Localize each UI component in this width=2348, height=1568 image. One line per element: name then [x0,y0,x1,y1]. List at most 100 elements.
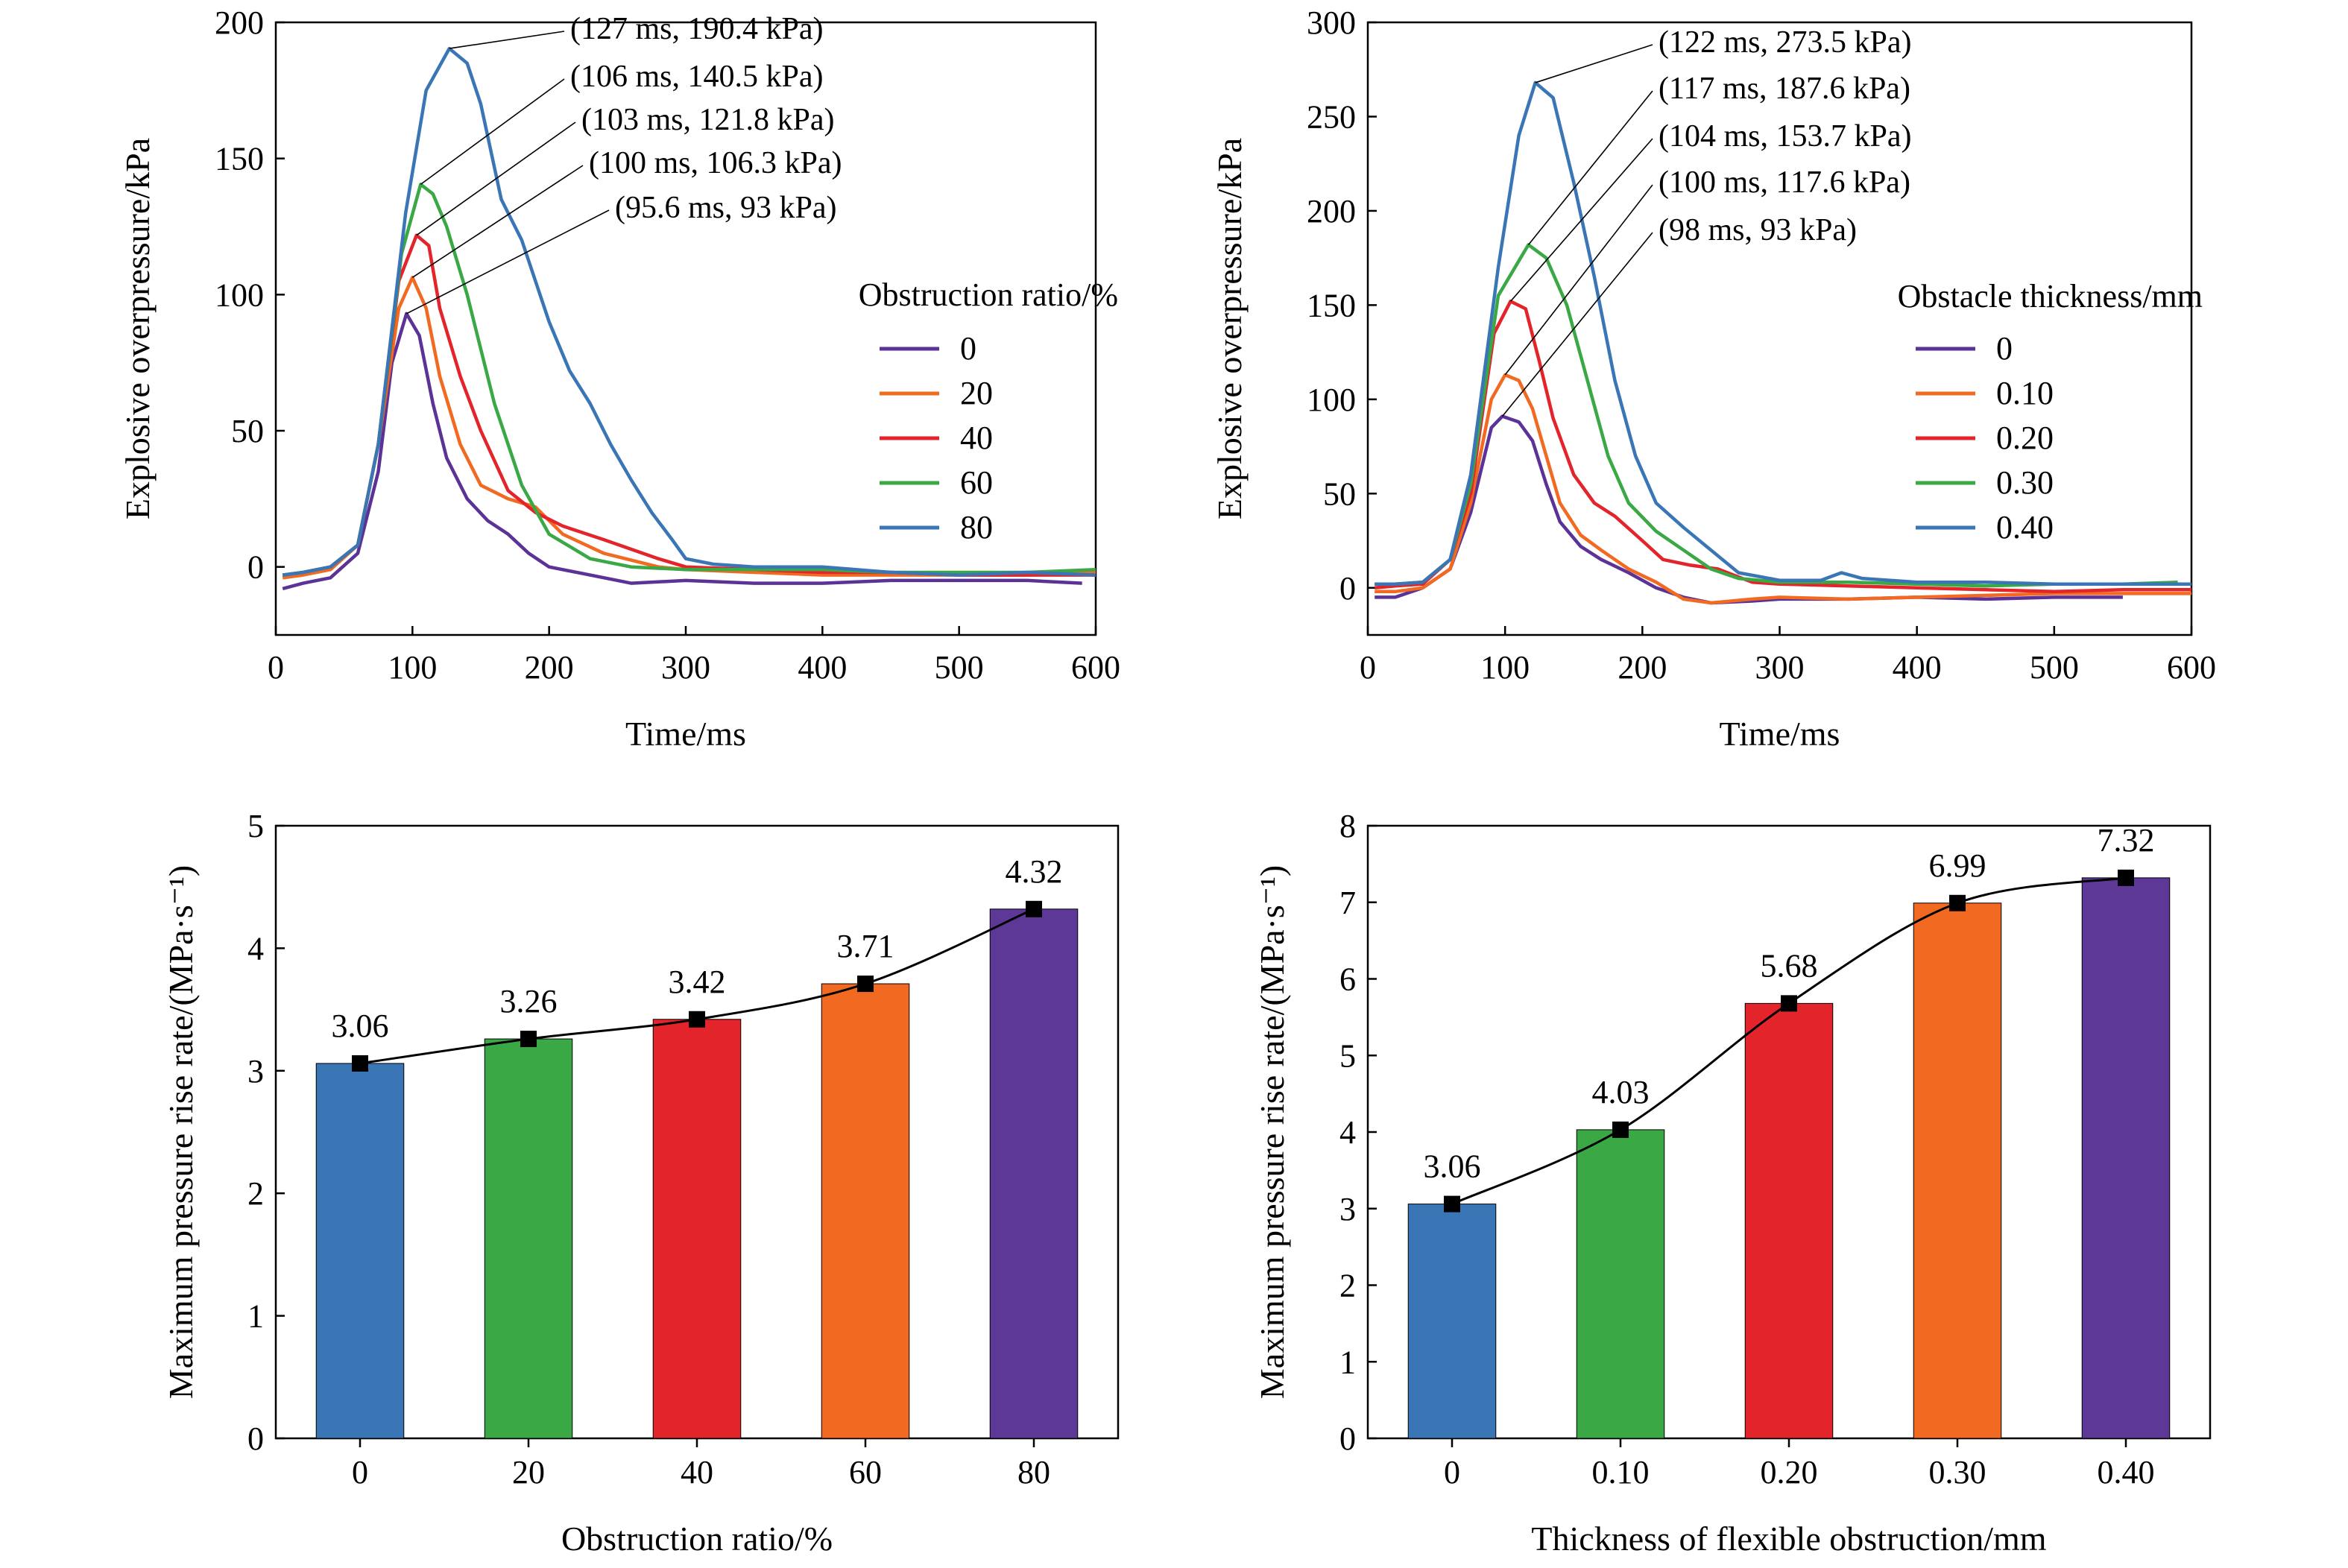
bar-value-label: 3.06 [1424,1148,1481,1185]
trend-marker [689,1011,705,1028]
bar-0.30 [1913,902,2002,1439]
x-tick-label: 0.30 [1929,1454,1986,1490]
y-tick-label: 1 [247,1298,264,1335]
x-tick-label: 20 [512,1454,545,1490]
annotation-leader [449,31,565,49]
y-tick-label: 0 [1339,570,1356,607]
y-tick-label: 4 [247,930,264,967]
legend-label: 0.40 [1996,509,2054,546]
y-tick-label: 200 [1307,193,1356,230]
annotation-label: (127 ms, 190.4 kPa) [570,12,824,46]
y-tick-label: 150 [1307,287,1356,323]
x-tick-label: 0 [1444,1454,1460,1490]
bar-value-label: 3.42 [669,964,726,1000]
trend-marker [520,1031,537,1048]
bar-0 [1407,1204,1497,1439]
series-line-0 [282,312,1082,591]
bar-value-label: 5.68 [1761,947,1818,984]
x-tick-label: 0.40 [2098,1454,2155,1490]
y-tick-label: 5 [1339,1037,1356,1074]
y-tick-label: 7 [1339,885,1356,921]
x-axis-label: Time/ms [1720,715,1840,753]
y-tick-label: 4 [1339,1114,1356,1151]
y-tick-label: 1 [1339,1344,1356,1380]
chart-panel-2: 0 50 100 150 200 250 300 0 100 200 300 400 500 600 Tim… [1211,4,2216,753]
trend-marker [1781,995,1797,1012]
x-axis-label: Thickness of flexible obstruction/mm [1531,1520,2046,1558]
chart-panel-3: 0 1 2 3 4 5 Obstruction ratio/% Maximum pressur… [162,808,1120,1558]
y-tick-label: 2 [247,1175,264,1212]
series-line-0.20 [1374,300,2191,594]
x-tick-label: 60 [849,1454,882,1490]
y-axis-label: Maximum pressure rise rate/(MPa·s⁻¹) [1253,865,1291,1399]
annotation-leader [411,165,584,278]
x-tick-label: 200 [1618,649,1667,686]
bar-value-label: 3.06 [332,1008,389,1044]
x-tick-label: 500 [935,649,984,686]
annotation-leader [405,209,610,314]
bar-0.20 [1744,1002,1834,1439]
legend-label: 60 [960,464,993,501]
y-tick-label: 5 [247,808,264,844]
annotation-leader [1535,44,1653,83]
legend-title: Obstruction ratio/% [859,276,1118,313]
x-axis-label: Obstruction ratio/% [561,1520,833,1558]
y-tick-label: 2 [1339,1268,1356,1304]
annotation-label: (117 ms, 187.6 kPa) [1659,72,1910,106]
annotation-leader [1527,90,1653,245]
annotation-label: (106 ms, 140.5 kPa) [570,60,824,94]
annotation-leader [1501,232,1653,417]
x-tick-label: 0 [352,1454,368,1490]
y-tick-label: 150 [215,141,264,177]
y-tick-label: 0 [1339,1420,1356,1457]
legend-label: 0 [960,330,976,367]
legend-label: 0 [1996,330,2013,367]
bar-value-label: 7.32 [2098,822,2155,859]
annotation-leader [420,78,565,186]
x-tick-label: 400 [798,649,847,686]
y-axis-label: Explosive overpressure/kPa [119,138,157,519]
annotation-label: (100 ms, 117.6 kPa) [1659,165,1910,200]
trend-marker [1444,1195,1460,1213]
y-tick-label: 6 [1339,961,1356,998]
x-tick-label: 40 [681,1454,713,1490]
chart-panel-4: 0 1 2 3 4 5 6 7 8 Thickness of flexible obstructi… [1253,808,2212,1558]
y-axis-label: Explosive overpressure/kPa [1211,138,1249,519]
annotation-leader [1504,184,1653,376]
y-tick-label: 100 [1307,382,1356,418]
annotation-label: (122 ms, 273.5 kPa) [1659,25,1912,60]
trend-marker [352,1055,368,1072]
legend-label: 0.20 [1996,420,2054,456]
annotation-label: (104 ms, 153.7 kPa) [1659,119,1912,154]
bar-20 [484,1038,573,1439]
x-tick-label: 200 [525,649,574,686]
y-axis-label: Maximum pressure rise rate/(MPa·s⁻¹) [162,865,200,1399]
x-axis-label: Time/ms [625,715,746,753]
annotation-label: (98 ms, 93 kPa) [1659,213,1857,247]
y-tick-label: 3 [247,1053,264,1090]
trend-marker [2118,869,2134,886]
x-tick-label: 100 [1480,649,1530,686]
x-tick-label: 300 [1755,649,1805,686]
trend-marker [857,976,874,993]
legend-label: 20 [960,375,993,411]
trend-marker [1026,900,1042,917]
legend-label: 40 [960,420,993,456]
y-tick-label: 3 [1339,1191,1356,1227]
legend-label: 80 [960,509,993,546]
x-tick-label: 0.10 [1592,1454,1650,1490]
bar-value-label: 6.99 [1929,847,1986,884]
annotation-label: (100 ms, 106.3 kPa) [589,146,842,180]
x-tick-label: 0.20 [1761,1454,1818,1490]
series-line-0.10 [1375,373,2191,605]
x-tick-label: 400 [1893,649,1942,686]
bar-80 [989,908,1079,1439]
bar-60 [821,983,910,1439]
bar-0 [315,1063,405,1439]
y-tick-label: 250 [1307,98,1356,135]
y-tick-label: 50 [1323,475,1356,512]
y-tick-label: 0 [247,1420,264,1457]
trend-marker [1949,894,1966,911]
annotation-leader [416,121,576,236]
